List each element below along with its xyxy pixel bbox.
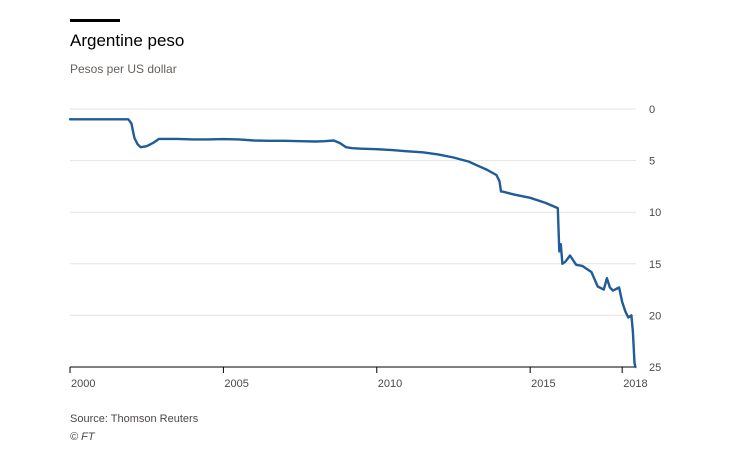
y-tick-labels: 0 5 10 15 20 25 xyxy=(649,104,661,374)
series-line-0 xyxy=(68,118,637,369)
credit-note: © FT xyxy=(70,431,95,443)
chart-subtitle: Pesos per US dollar xyxy=(70,62,177,76)
x-tick-label-2018: 2018 xyxy=(623,378,647,390)
title-rule xyxy=(70,19,120,22)
series-layer xyxy=(68,118,637,369)
chart-title: Argentine peso xyxy=(70,31,185,50)
gridlines xyxy=(70,108,636,316)
y-tick-label-5: 5 xyxy=(649,156,655,168)
x-tick-label-2000: 2000 xyxy=(71,378,95,390)
y-tick-label-25: 25 xyxy=(649,362,661,374)
y-tick-label-15: 15 xyxy=(649,259,661,271)
x-tick-labels: 2000 2005 2010 2015 2018 xyxy=(71,378,648,390)
y-tick-label-0: 0 xyxy=(649,104,655,116)
y-tick-label-20: 20 xyxy=(649,310,661,322)
x-tick-label-2010: 2010 xyxy=(378,378,402,390)
y-tick-label-10: 10 xyxy=(649,207,661,219)
x-tick-label-2005: 2005 xyxy=(224,378,248,390)
source-note: Source: Thomson Reuters xyxy=(70,413,199,425)
x-tick-label-2015: 2015 xyxy=(531,378,555,390)
x-axis xyxy=(69,366,636,373)
